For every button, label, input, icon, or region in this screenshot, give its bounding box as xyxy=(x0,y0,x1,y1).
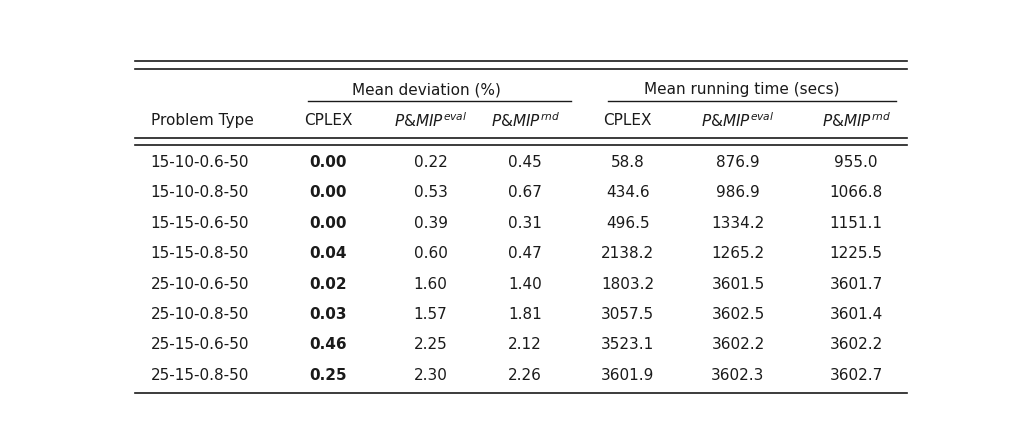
Text: 0.00: 0.00 xyxy=(309,185,347,200)
Text: 2.12: 2.12 xyxy=(508,337,542,353)
Text: 1.40: 1.40 xyxy=(508,276,542,292)
Text: 3601.7: 3601.7 xyxy=(830,276,883,292)
Text: 0.67: 0.67 xyxy=(508,185,542,200)
Text: 15-10-0.6-50: 15-10-0.6-50 xyxy=(151,155,249,170)
Text: 955.0: 955.0 xyxy=(834,155,878,170)
Text: 986.9: 986.9 xyxy=(716,185,760,200)
Text: 3601.5: 3601.5 xyxy=(711,276,765,292)
Text: 1151.1: 1151.1 xyxy=(830,216,883,231)
Text: 2.30: 2.30 xyxy=(414,368,447,383)
Text: 15-15-0.8-50: 15-15-0.8-50 xyxy=(151,246,249,261)
Text: 3523.1: 3523.1 xyxy=(601,337,654,353)
Text: CPLEX: CPLEX xyxy=(603,113,652,128)
Text: 1.60: 1.60 xyxy=(414,276,447,292)
Text: 2.26: 2.26 xyxy=(508,368,542,383)
Text: 0.47: 0.47 xyxy=(508,246,542,261)
Text: 1803.2: 1803.2 xyxy=(601,276,654,292)
Text: 3602.2: 3602.2 xyxy=(711,337,765,353)
Text: 0.00: 0.00 xyxy=(309,155,347,170)
Text: 15-15-0.6-50: 15-15-0.6-50 xyxy=(151,216,249,231)
Text: 25-15-0.8-50: 25-15-0.8-50 xyxy=(151,368,249,383)
Text: 496.5: 496.5 xyxy=(606,216,650,231)
Text: 0.46: 0.46 xyxy=(309,337,347,353)
Text: 2.25: 2.25 xyxy=(414,337,447,353)
Text: 1066.8: 1066.8 xyxy=(830,185,883,200)
Text: 1334.2: 1334.2 xyxy=(711,216,765,231)
Text: 25-10-0.6-50: 25-10-0.6-50 xyxy=(151,276,249,292)
Text: 0.45: 0.45 xyxy=(508,155,542,170)
Text: 15-10-0.8-50: 15-10-0.8-50 xyxy=(151,185,249,200)
Text: 0.39: 0.39 xyxy=(414,216,447,231)
Text: 0.25: 0.25 xyxy=(309,368,347,383)
Text: 0.03: 0.03 xyxy=(309,307,347,322)
Text: $\mathit{P}$&$\mathit{MIP}^{\mathit{rnd}}$: $\mathit{P}$&$\mathit{MIP}^{\mathit{rnd}… xyxy=(490,112,559,130)
Text: 434.6: 434.6 xyxy=(606,185,650,200)
Text: $\mathit{P}$&$\mathit{MIP}^{\mathit{eval}}$: $\mathit{P}$&$\mathit{MIP}^{\mathit{eval… xyxy=(394,112,467,130)
Text: 58.8: 58.8 xyxy=(611,155,645,170)
Text: 0.53: 0.53 xyxy=(414,185,447,200)
Text: 3057.5: 3057.5 xyxy=(601,307,654,322)
Text: 1.57: 1.57 xyxy=(414,307,447,322)
Text: 0.00: 0.00 xyxy=(309,216,347,231)
Text: Problem Type: Problem Type xyxy=(151,113,253,128)
Text: 1.81: 1.81 xyxy=(508,307,542,322)
Text: 0.04: 0.04 xyxy=(309,246,347,261)
Text: 3602.7: 3602.7 xyxy=(830,368,883,383)
Text: 1265.2: 1265.2 xyxy=(712,246,765,261)
Text: $\mathit{P}$&$\mathit{MIP}^{\mathit{rnd}}$: $\mathit{P}$&$\mathit{MIP}^{\mathit{rnd}… xyxy=(822,112,891,130)
Text: 25-10-0.8-50: 25-10-0.8-50 xyxy=(151,307,249,322)
Text: 876.9: 876.9 xyxy=(716,155,760,170)
Text: 0.31: 0.31 xyxy=(508,216,542,231)
Text: 2138.2: 2138.2 xyxy=(601,246,654,261)
Text: 25-15-0.6-50: 25-15-0.6-50 xyxy=(151,337,249,353)
Text: Mean deviation (%): Mean deviation (%) xyxy=(352,82,501,98)
Text: 0.60: 0.60 xyxy=(414,246,447,261)
Text: Mean running time (secs): Mean running time (secs) xyxy=(644,82,840,98)
Text: 3602.3: 3602.3 xyxy=(711,368,765,383)
Text: 0.02: 0.02 xyxy=(309,276,347,292)
Text: 3601.4: 3601.4 xyxy=(830,307,883,322)
Text: 3602.5: 3602.5 xyxy=(711,307,765,322)
Text: 3602.2: 3602.2 xyxy=(830,337,883,353)
Text: 1225.5: 1225.5 xyxy=(830,246,883,261)
Text: CPLEX: CPLEX xyxy=(304,113,352,128)
Text: $\mathit{P}$&$\mathit{MIP}^{\mathit{eval}}$: $\mathit{P}$&$\mathit{MIP}^{\mathit{eval… xyxy=(702,112,775,130)
Text: 0.22: 0.22 xyxy=(414,155,447,170)
Text: 3601.9: 3601.9 xyxy=(601,368,654,383)
